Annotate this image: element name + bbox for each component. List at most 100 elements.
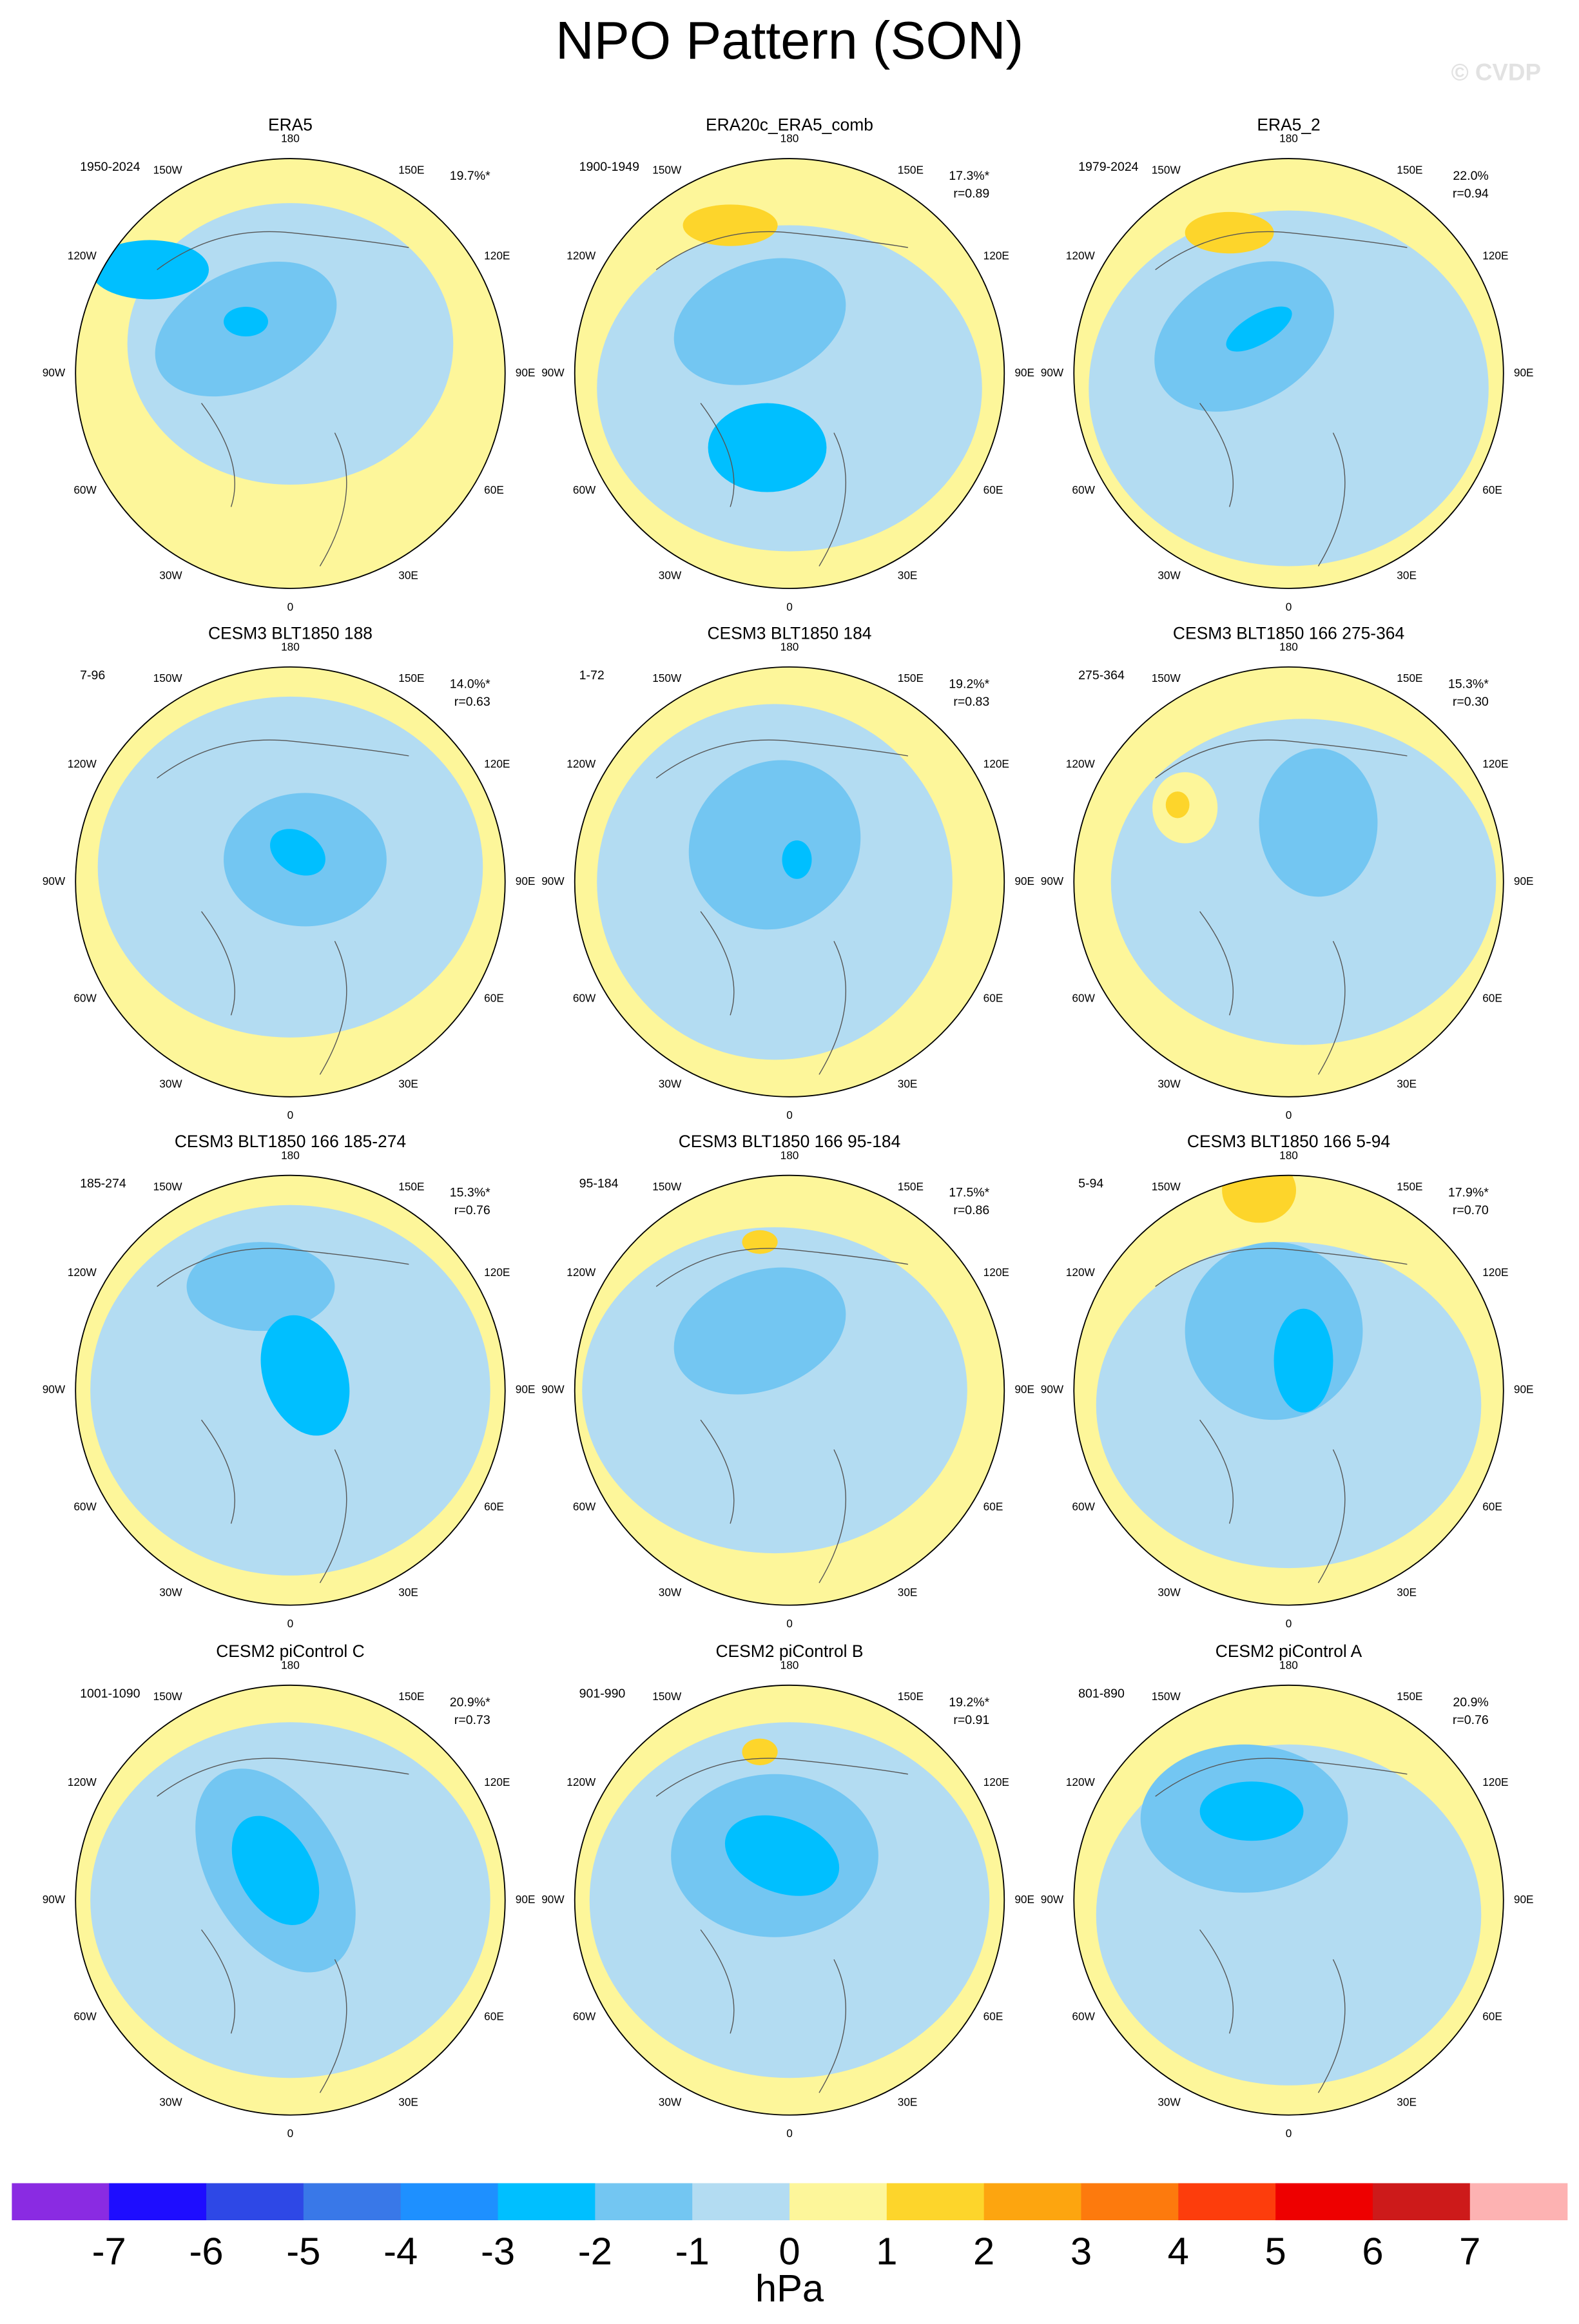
map-field [1074,1685,1504,2115]
longitude-label: 120E [1482,1776,1508,1788]
longitude-label: 180 [1279,132,1298,145]
longitude-label: 0 [1286,600,1292,613]
longitude-label: 150W [1152,1690,1181,1703]
map-panel: ERA5_2 1979-2024 22.0% r=0.94 180 150E 120E 90E… [1041,115,1534,613]
longitude-label: 150E [398,163,424,176]
coastline [655,739,908,1075]
longitude-label: 120W [567,757,596,770]
longitude-label: 150W [153,672,183,684]
longitude-label: 60E [484,483,504,496]
map-field [1074,159,1504,588]
longitude-label: 0 [287,600,294,613]
longitude-label: 150W [652,1690,682,1703]
longitude-label: 90W [1041,366,1064,379]
longitude-label: 0 [1286,1617,1292,1630]
colorbar-box [1372,2183,1471,2221]
longitude-label: 150E [898,1690,924,1703]
longitude-label: 60W [1072,1500,1095,1513]
longitude-label: 60W [73,2009,97,2022]
coastline [157,231,409,566]
panel-variance: 19.2%* [949,1696,989,1710]
panel-correlation: r=0.86 [953,1203,989,1217]
contour-region [742,1230,778,1254]
contour-region [1259,748,1378,897]
contour-region [1165,791,1190,818]
panel-variance: 20.9% [1453,1696,1488,1710]
longitude-label: 90E [1014,366,1034,379]
panel-title: CESM2 piControl B [715,1641,863,1661]
longitude-label: 120E [484,1266,510,1279]
longitude-label: 30W [659,1078,682,1090]
longitude-label: 150W [652,672,682,684]
longitude-label: 0 [287,1617,294,1630]
longitude-label: 180 [780,1658,799,1671]
map-field [1074,1175,1504,1605]
coastline [1155,1758,1408,2093]
contour-region [270,829,325,876]
map-panel: CESM3 BLT1850 184 1-72 19.2%* r=0.83 180 150E… [541,623,1034,1121]
panel-title: CESM2 piControl C [216,1641,364,1661]
longitude-label: 30W [1158,1078,1181,1090]
coastline [1155,1248,1408,1583]
map-panel: CESM2 piControl C 1001-1090 20.9%* r=0.73 18… [43,1641,536,2140]
panel-variance: 20.9%* [450,1696,490,1710]
map-field [75,1685,505,2115]
longitude-label: 150E [398,1690,424,1703]
panel-title: CESM2 piControl A [1216,1641,1362,1661]
panel-period: 1001-1090 [80,1687,140,1701]
coastline [655,231,908,566]
colorbar-label: 4 [1168,2230,1189,2273]
panel-variance: 14.0%* [450,677,490,692]
longitude-label: 180 [780,641,799,654]
longitude-label: 0 [786,1109,793,1121]
longitude-label: 150E [1397,1690,1422,1703]
panel-variance: 19.2%* [949,677,989,692]
longitude-label: 60E [1482,992,1502,1005]
map-border [1073,158,1504,589]
colorbar-label: -2 [578,2230,612,2273]
longitude-label: 0 [786,2127,793,2140]
colorbar-box [886,2183,985,2221]
longitude-label: 60E [983,2009,1003,2022]
longitude-label: 30E [898,2095,918,2108]
panel-period: 1-72 [579,668,605,683]
longitude-label: 60W [1072,992,1095,1005]
contour-region [683,204,778,246]
longitude-label: 150E [1397,163,1422,176]
longitude-label: 90W [541,366,565,379]
longitude-label: 90W [43,1383,66,1396]
longitude-label: 90E [1014,1383,1034,1396]
panel-variance: 17.9%* [1448,1185,1489,1199]
colorbar-label: 0 [779,2230,800,2273]
map-field [574,159,1005,588]
colorbar-label: -4 [383,2230,418,2273]
longitude-label: 90E [516,1893,536,1906]
contour-region [1222,1175,1297,1223]
longitude-label: 150W [153,1180,183,1193]
map-border [1073,1174,1504,1606]
contour-region [742,1738,778,1765]
longitude-label: 120E [484,757,510,770]
coastline [655,1758,908,2093]
longitude-label: 60E [983,1500,1003,1513]
panel-period: 275-364 [1078,668,1125,683]
panel-correlation: r=0.91 [953,1713,989,1727]
longitude-label: 60E [1482,1500,1502,1513]
longitude-label: 60W [1072,483,1095,496]
contour-region [582,1227,967,1554]
longitude-label: 150W [1152,163,1181,176]
longitude-label: 90W [541,1383,565,1396]
colorbar-label: -6 [189,2230,223,2273]
panel-period: 901-990 [579,1687,626,1701]
longitude-label: 150E [398,672,424,684]
panel-period: 1900-1949 [579,160,639,174]
coastline [1155,739,1408,1075]
panel-correlation: r=0.89 [953,186,989,200]
colorbar-label: 2 [973,2230,994,2273]
map-field [574,1685,1005,2115]
map-border [75,158,506,589]
longitude-label: 180 [281,1148,300,1161]
longitude-label: 60E [1482,483,1502,496]
map-border [75,1684,506,2116]
longitude-label: 150W [652,163,682,176]
